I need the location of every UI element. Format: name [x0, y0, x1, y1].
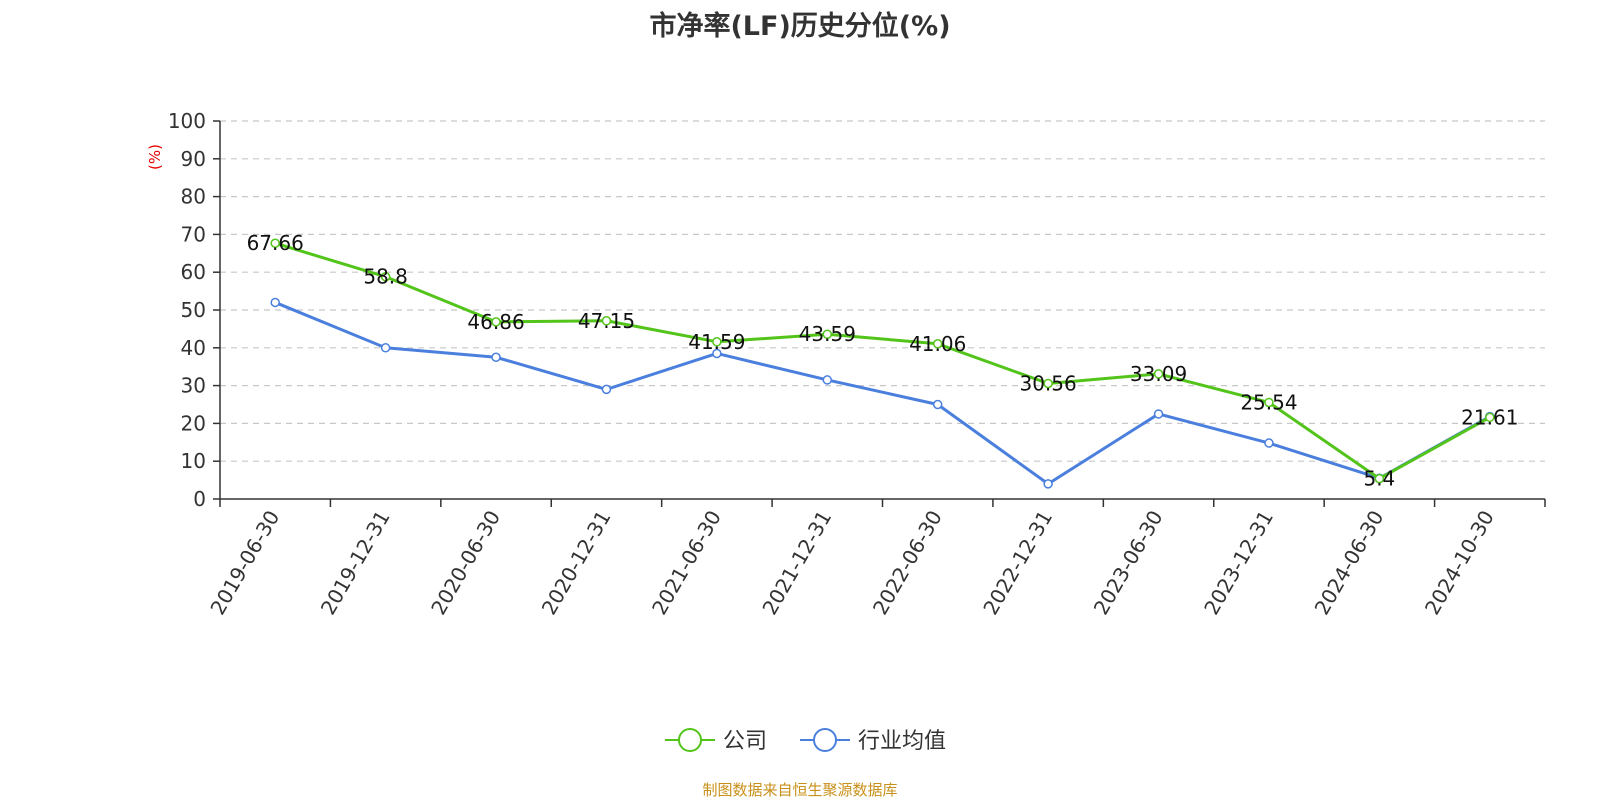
data-label: 30.56 — [1019, 371, 1076, 395]
data-point[interactable] — [270, 238, 280, 248]
x-tick-label: 2021-12-31 — [757, 506, 836, 619]
y-tick-label: 20 — [181, 411, 206, 435]
y-tick-label: 60 — [181, 260, 206, 284]
grid-lines — [220, 120, 1545, 462]
data-label: 43.59 — [799, 322, 856, 346]
series-line — [274, 241, 1491, 481]
x-tick-label: 2020-12-31 — [537, 506, 616, 619]
y-tick-labels: 0 10 20 30 40 50 60 70 80 90 100 — [168, 109, 220, 511]
data-point[interactable] — [1374, 473, 1385, 484]
data-label: 25.54 — [1240, 390, 1297, 414]
series-company — [270, 238, 1495, 484]
data-point[interactable] — [1153, 369, 1164, 379]
data-label: 21.61 — [1461, 405, 1518, 429]
data-point[interactable] — [1264, 397, 1274, 408]
y-tick-label: 90 — [181, 147, 206, 171]
series-line — [274, 301, 1491, 486]
data-point[interactable] — [1043, 479, 1053, 489]
y-tick-label: 80 — [181, 185, 206, 209]
data-point[interactable] — [601, 384, 612, 395]
series-industry-avg — [270, 297, 1495, 489]
x-tick-label: 2023-06-30 — [1089, 506, 1168, 619]
legend-marker-icon — [678, 728, 702, 752]
legend-label: 行业均值 — [858, 729, 946, 754]
data-labels: 67.66 58.8 46.86 47.15 41.59 43.59 41.06 30.56 3… — [247, 231, 1519, 490]
series-lines — [270, 238, 1495, 489]
data-point[interactable] — [822, 375, 833, 385]
legend-marker-icon — [813, 728, 837, 752]
x-tick-label: 2019-06-30 — [205, 506, 284, 619]
data-label: 5.4 — [1363, 467, 1395, 491]
x-tick-label: 2023-12-31 — [1199, 506, 1278, 619]
data-point[interactable] — [1264, 438, 1274, 448]
legend-item-industry-avg[interactable]: 行业均值 — [800, 728, 946, 754]
data-point[interactable] — [491, 317, 501, 327]
legend-item-company[interactable]: 公司 — [665, 728, 767, 754]
data-point[interactable] — [712, 348, 722, 359]
data-point[interactable] — [712, 337, 722, 347]
x-tick-label: 2022-12-31 — [978, 506, 1057, 619]
x-tick-label: 2020-06-30 — [426, 506, 505, 619]
data-label: 67.66 — [247, 231, 304, 255]
legend[interactable]: 公司 行业均值 — [665, 728, 946, 754]
x-tick-label: 2019-12-31 — [316, 506, 395, 619]
data-label: 41.59 — [688, 330, 745, 354]
x-tick-label: 2024-06-30 — [1310, 506, 1389, 619]
data-point[interactable] — [1043, 378, 1053, 389]
y-tick-label: 100 — [168, 109, 206, 133]
data-label: 33.09 — [1130, 362, 1187, 386]
data-point[interactable] — [380, 271, 391, 282]
x-tick-label: 2022-06-30 — [868, 506, 947, 619]
y-tick-label: 70 — [181, 222, 206, 246]
data-label: 46.86 — [467, 310, 524, 334]
data-point[interactable] — [491, 352, 501, 362]
y-axis-title: (%) — [146, 144, 164, 170]
data-point[interactable] — [932, 399, 943, 410]
legend-label: 公司 — [723, 729, 767, 754]
y-tick-label: 10 — [181, 449, 206, 473]
x-tick-label: 2021-06-30 — [647, 506, 726, 619]
data-point[interactable] — [932, 339, 943, 349]
data-label: 58.8 — [363, 265, 408, 289]
y-tick-label: 30 — [181, 374, 206, 398]
data-label: 41.06 — [909, 332, 966, 356]
x-tick-labels: 2019-06-30 2019-12-31 2020-06-30 2020-12-31… — [205, 499, 1546, 619]
data-point[interactable] — [1153, 409, 1164, 419]
y-tick-label: 50 — [181, 298, 206, 322]
y-tick-label: 40 — [181, 336, 206, 360]
data-point[interactable] — [1485, 412, 1495, 423]
data-label: 47.15 — [578, 309, 635, 333]
data-point[interactable] — [822, 329, 833, 339]
x-tick-label: 2024-10-30 — [1420, 506, 1499, 619]
data-point[interactable] — [380, 343, 391, 353]
data-point[interactable] — [270, 297, 280, 308]
data-point[interactable] — [601, 316, 612, 326]
y-tick-label: 0 — [193, 487, 206, 511]
chart-title: 市净率(LF)历史分位(%) — [649, 11, 951, 42]
source-note: 制图数据来自恒生聚源数据库 — [702, 781, 898, 799]
